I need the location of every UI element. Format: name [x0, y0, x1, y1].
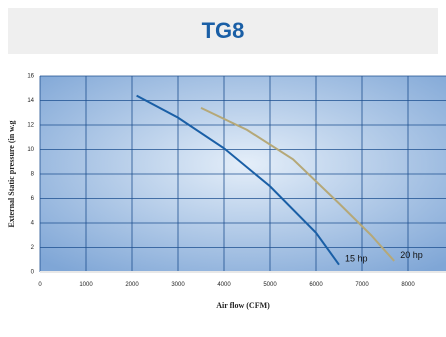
y-tick-label: 14: [27, 98, 34, 104]
x-tick-label: 0: [38, 282, 42, 288]
x-tick-label: 6000: [309, 282, 323, 288]
x-tick-label: 8000: [401, 282, 415, 288]
y-tick-label: 6: [31, 196, 35, 202]
y-tick-label: 16: [27, 74, 34, 80]
chart-title: TG8: [202, 18, 245, 43]
y-tick-label: 10: [27, 147, 34, 153]
y-tick-label: 12: [27, 123, 34, 129]
y-tick-label: 0: [31, 270, 35, 276]
x-tick-label: 5000: [263, 282, 277, 288]
x-axis-label: Air flow (CFM): [216, 301, 270, 310]
plot: 0 2 4 6 8 10 12 14 16 0 1000 2000 3000 4000 5000 6000 70…: [7, 74, 446, 310]
y-tick-label: 8: [31, 172, 35, 178]
title-band: [8, 8, 438, 54]
series-label: 20 hp: [400, 250, 423, 260]
y-axis-label: External Static pressure (in w.g: [7, 120, 16, 227]
series-line: [200, 106, 395, 262]
x-tick-label: 7000: [355, 282, 369, 288]
x-tick-label: 2000: [125, 282, 139, 288]
x-tick-label: 1000: [79, 282, 93, 288]
x-tick-label: 3000: [171, 282, 185, 288]
y-tick-label: 2: [31, 245, 35, 251]
x-tick-label: 4000: [217, 282, 231, 288]
series-line: [136, 94, 340, 266]
y-tick-label: 4: [31, 221, 35, 227]
series-label: 15 hp: [345, 254, 368, 264]
